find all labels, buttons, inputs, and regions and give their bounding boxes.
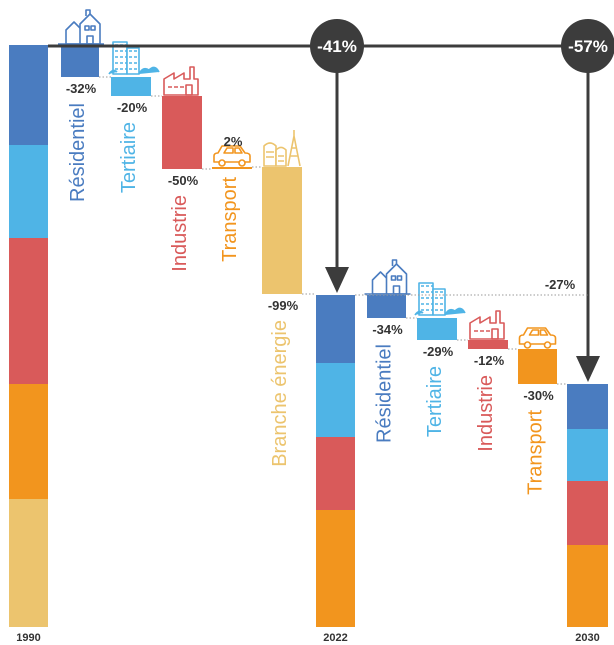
year-label-2030: 2030 <box>575 632 599 644</box>
office-tower-b <box>432 288 446 316</box>
office-tree <box>138 66 160 75</box>
overall-badge-1990-2022 <box>310 19 364 73</box>
factory-door <box>185 84 193 96</box>
sector-label-tertiaire: Tertiaire <box>424 366 446 437</box>
car-windows <box>223 147 243 154</box>
house-icon-window <box>390 275 397 281</box>
change-bar-2022-2030-transport <box>518 349 557 384</box>
total-segment-2022-residentiel <box>316 295 355 363</box>
refinery-derrick <box>287 130 301 167</box>
change-bar-2022-2030-industrie <box>468 340 508 349</box>
change-bar-1990-2022-tertiaire <box>111 77 151 96</box>
house-icon-main <box>385 263 408 295</box>
change-label-residentiel: -34% <box>372 322 403 337</box>
change-bar-2022-2030-residentiel <box>367 295 406 318</box>
sector-label-energie: Branche énergie <box>269 320 291 467</box>
house-icon-chimney <box>391 259 398 266</box>
car-icon <box>213 145 251 167</box>
total-segment-1990-tertiaire <box>9 145 48 238</box>
total-segment-1990-industrie <box>9 238 48 384</box>
car-icon <box>518 327 557 349</box>
change-label-industrie: -50% <box>168 173 199 188</box>
total-segment-1990-residentiel <box>9 45 48 145</box>
house-icon <box>364 259 411 295</box>
change-bar-1990-2022-industrie <box>162 96 202 169</box>
arrow-1990-2030-head <box>576 356 600 382</box>
house-icon-window <box>396 275 403 281</box>
total-segment-1990-energie <box>9 499 48 627</box>
office-tower-b <box>126 47 140 75</box>
office-building-icon <box>414 282 466 316</box>
total-segment-2030-industrie <box>567 481 608 545</box>
total-segment-2030-residentiel <box>567 384 608 429</box>
sector-label-industrie: Industrie <box>169 195 191 272</box>
house-icon <box>58 9 104 45</box>
change-label-residentiel: -32% <box>66 81 97 96</box>
arrow-1990-2022-head <box>325 267 349 293</box>
car-wheel <box>238 159 246 167</box>
car-windows <box>528 329 549 336</box>
office-bush <box>414 310 424 316</box>
change-bar-1990-2022-residentiel <box>61 45 99 77</box>
office-bush <box>108 69 118 75</box>
sector-label-residentiel: Résidentiel <box>374 344 396 443</box>
factory-icon <box>163 66 199 96</box>
total-segment-2030-transport <box>567 545 608 627</box>
overall-badge-1990-2030 <box>561 19 614 73</box>
change-label-transport: 2% <box>224 134 243 149</box>
year-label-2022: 2022 <box>323 632 347 644</box>
change-bar-1990-2022-transport <box>212 167 252 169</box>
factory-body <box>163 66 199 96</box>
year-label-1990: 1990 <box>16 632 40 644</box>
total-segment-1990-transport <box>9 384 48 499</box>
car-wheel <box>543 341 552 349</box>
overall-change-1990-2022: -41% <box>317 37 357 56</box>
change-label-tertiaire: -29% <box>423 344 454 359</box>
factory-icon <box>469 310 505 340</box>
change-label-industrie: -12% <box>474 353 505 368</box>
sector-label-transport: Transport <box>525 410 547 495</box>
office-building-icon <box>108 41 160 75</box>
house-icon-main <box>79 13 101 45</box>
car-wheel <box>218 159 226 167</box>
refinery-lines <box>266 151 284 162</box>
overall-change-2022-2030: -27% <box>545 277 576 292</box>
total-segment-2022-transport <box>316 510 355 627</box>
house-icon-window <box>90 25 96 31</box>
change-label-transport: -30% <box>523 388 554 403</box>
change-bar-1990-2022-energie <box>262 167 302 294</box>
overall-change-1990-2030: -57% <box>568 37 608 56</box>
factory-body <box>469 310 505 340</box>
change-bar-2022-2030-tertiaire <box>417 318 457 340</box>
refinery-icon <box>263 130 301 167</box>
refinery-tank-a <box>263 142 277 167</box>
sector-label-transport: Transport <box>219 177 241 262</box>
office-tree <box>444 307 466 316</box>
sector-label-industrie: Industrie <box>475 375 497 452</box>
total-segment-2030-tertiaire <box>567 429 608 481</box>
factory-door <box>491 328 499 340</box>
change-label-energie: -99% <box>268 298 299 313</box>
house-icon-window <box>84 25 90 31</box>
total-segment-2022-tertiaire <box>316 363 355 437</box>
sector-label-tertiaire: Tertiaire <box>118 122 140 193</box>
car-wheel <box>523 341 532 349</box>
sector-label-residentiel: Résidentiel <box>67 103 89 202</box>
change-label-tertiaire: -20% <box>117 100 148 115</box>
house-icon-chimney <box>85 9 91 16</box>
total-segment-2022-industrie <box>316 437 355 510</box>
